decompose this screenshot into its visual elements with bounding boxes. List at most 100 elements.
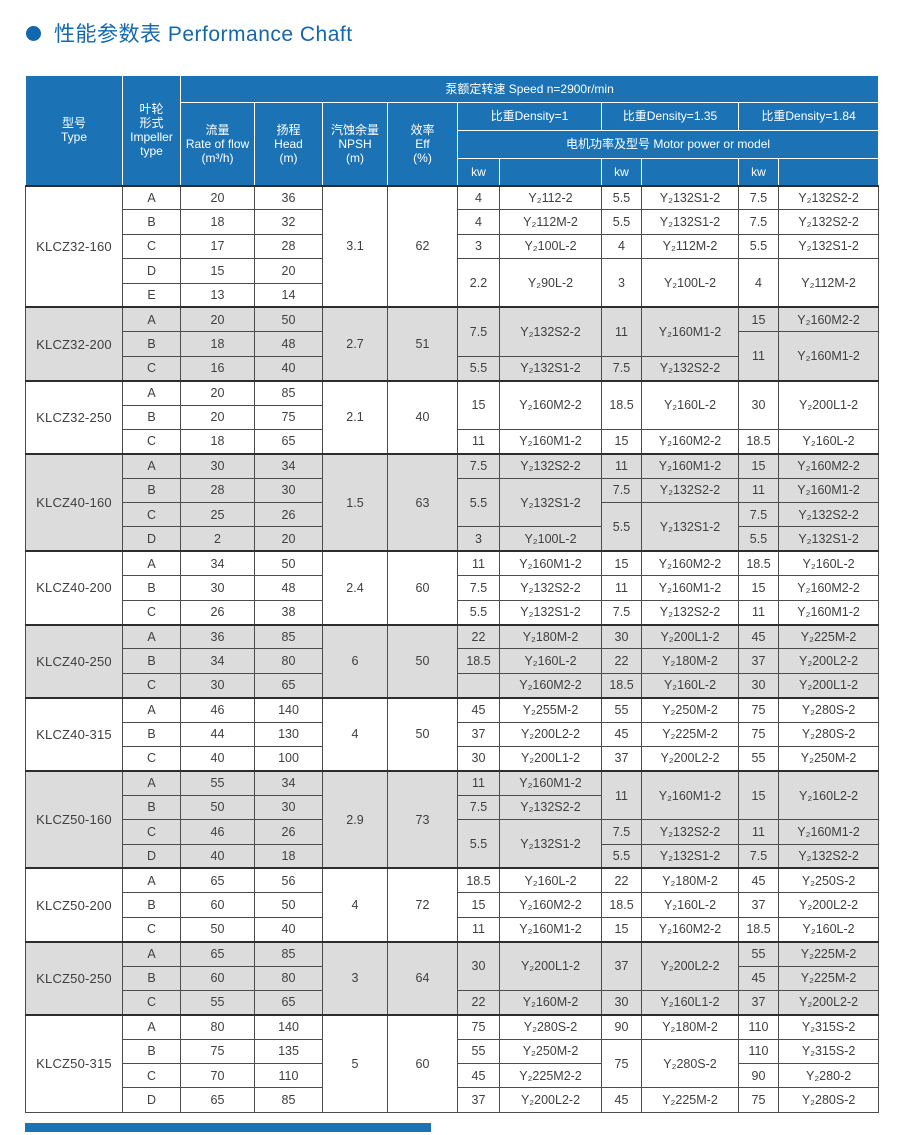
cell-impeller-type: D — [122, 526, 181, 552]
cell-kw: 55 — [601, 696, 642, 723]
cell-npsh: 4 — [322, 696, 388, 772]
cell-eff: 60 — [387, 550, 458, 626]
cell-kw: 15 — [601, 916, 642, 943]
cell-kw: 4 — [457, 184, 500, 211]
cell-motor-model: Y₂180M-2 — [641, 867, 739, 894]
cell-head: 65 — [254, 428, 323, 455]
cell-npsh: 6 — [322, 623, 388, 699]
cell-pump-model: KLCZ50-250 — [25, 940, 123, 1016]
cell-motor-model: Y₂112M-2 — [499, 209, 602, 235]
cell-pump-model: KLCZ32-160 — [25, 184, 123, 308]
cell-kw: 5.5 — [601, 184, 642, 211]
cell-kw: 11 — [457, 916, 500, 943]
cell-kw: 30 — [457, 940, 500, 991]
cell-head: 50 — [254, 550, 323, 577]
cell-motor-model: Y₂200L2-2 — [777, 892, 880, 918]
cell-flow: 80 — [180, 1013, 255, 1040]
cell-motor-model: Y₂180M-2 — [499, 623, 602, 650]
cell-head: 18 — [254, 843, 323, 869]
cell-kw: 75 — [738, 1087, 779, 1113]
cell-flow: 55 — [180, 989, 255, 1016]
cell-kw: 45 — [738, 965, 779, 991]
cell-motor-model: Y₂160L-2 — [777, 428, 880, 455]
cell-motor-model: Y₂250M-2 — [777, 745, 880, 772]
cell-kw: 7.5 — [457, 575, 500, 601]
cell-pump-model: KLCZ40-200 — [25, 550, 123, 626]
cell-flow: 34 — [180, 648, 255, 674]
cell-pump-model: KLCZ32-250 — [25, 379, 123, 455]
cell-head: 110 — [254, 1063, 323, 1089]
cell-kw: 15 — [738, 306, 779, 333]
header-density-1-84: 比重Density=1.84 — [737, 102, 880, 131]
cell-kw: 15 — [457, 379, 500, 430]
page-bottom-band — [25, 1123, 431, 1132]
cell-kw: 5.5 — [601, 502, 642, 552]
cell-motor-model: Y₂160M2-2 — [777, 575, 880, 601]
cell-head: 56 — [254, 867, 323, 894]
cell-motor-model: Y₂100L-2 — [499, 233, 602, 260]
cell-motor-model: Y₂100L-2 — [641, 258, 739, 308]
cell-impeller-type: B — [122, 331, 181, 357]
performance-table: 型号 Type 叶轮 形式 Impeller type 泵额定转速 Speed … — [25, 75, 880, 1113]
cell-kw: 7.5 — [457, 794, 500, 821]
cell-motor-model: Y₂160L2-2 — [777, 769, 880, 821]
cell-motor-model: Y₂160M1-2 — [499, 428, 602, 455]
cell-motor-model: Y₂132S2-2 — [499, 575, 602, 601]
cell-head: 28 — [254, 233, 323, 260]
cell-head: 26 — [254, 502, 323, 528]
cell-motor-model: Y₂132S2-2 — [641, 819, 739, 845]
cell-flow: 18 — [180, 331, 255, 357]
cell-kw: 30 — [601, 623, 642, 650]
cell-motor-model: Y₂280S-2 — [777, 1087, 880, 1113]
cell-motor-model: Y₂160M2-2 — [499, 672, 602, 699]
cell-kw: 37 — [738, 648, 779, 674]
cell-impeller-type: C — [122, 672, 181, 699]
cell-kw: 37 — [601, 745, 642, 772]
cell-head: 80 — [254, 648, 323, 674]
cell-motor-model: Y₂160M1-2 — [777, 599, 880, 626]
cell-impeller-type: C — [122, 502, 181, 528]
table-row: B 28 30 5.5 Y₂132S1-2 7.5 Y₂132S2-2 11 Y₂160M1-2 — [26, 477, 880, 528]
cell-motor-model: Y₂132S2-2 — [641, 477, 739, 504]
cell-flow: 65 — [180, 940, 255, 967]
cell-motor-model: Y₂200L1-2 — [641, 623, 739, 650]
cell-kw: 18.5 — [457, 867, 500, 894]
cell-eff: 64 — [387, 940, 458, 1016]
cell-motor-model: Y₂280S-2 — [777, 696, 880, 723]
cell-motor-model: Y₂160M1-2 — [641, 575, 739, 601]
cell-eff: 73 — [387, 769, 458, 869]
cell-kw: 7.5 — [601, 599, 642, 626]
cell-motor-model: Y₂132S2-2 — [499, 306, 602, 357]
cell-kw: 75 — [601, 1038, 642, 1089]
cell-kw: 5.5 — [457, 355, 500, 382]
cell-npsh: 2.1 — [322, 379, 388, 455]
cell-kw: 15 — [601, 428, 642, 455]
cell-motor-model: Y₂112M-2 — [641, 233, 739, 260]
cell-motor-model: Y₂225M2-2 — [499, 1063, 602, 1089]
cell-eff: 72 — [387, 867, 458, 943]
cell-kw: 90 — [601, 1013, 642, 1040]
cell-motor-model: Y₂112M-2 — [777, 258, 880, 308]
cell-head: 75 — [254, 404, 323, 430]
cell-motor-model: Y₂160L-2 — [641, 379, 739, 430]
table-row: B 60 80 45 Y₂225M-2 — [26, 965, 880, 991]
cell-motor-model: Y₂280S-2 — [777, 721, 880, 747]
cell-head: 30 — [254, 477, 323, 504]
cell-kw: 7.5 — [738, 502, 779, 528]
cell-impeller-type: B — [122, 648, 181, 674]
table-row: KLCZ40-160 A 30 34 1.5 63 7.5 Y₂132S2-2 11 Y₂160M… — [25, 452, 880, 552]
cell-motor-model: Y₂132S2-2 — [499, 452, 602, 479]
cell-impeller-type: B — [122, 404, 181, 430]
cell-kw: 90 — [738, 1063, 779, 1089]
cell-kw: 18.5 — [601, 379, 642, 430]
cell-pump-model: KLCZ40-250 — [25, 623, 123, 699]
cell-kw: 45 — [738, 867, 779, 894]
cell-motor-model: Y₂160M2-2 — [641, 550, 739, 577]
cell-impeller-type: C — [122, 233, 181, 260]
cell-kw: 18.5 — [457, 648, 500, 674]
cell-kw — [457, 672, 500, 699]
cell-head: 48 — [254, 575, 323, 601]
cell-motor-model: Y₂250M-2 — [641, 696, 739, 723]
cell-flow: 55 — [180, 769, 255, 796]
cell-flow: 17 — [180, 233, 255, 260]
